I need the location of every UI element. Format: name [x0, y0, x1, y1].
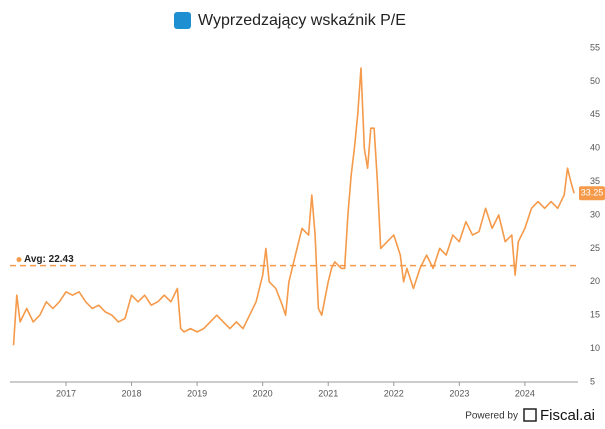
y-tick-label: 35	[590, 176, 600, 186]
chart-title: Wyprzedzający wskaźnik P/E	[198, 12, 406, 29]
line	[12, 67, 575, 346]
y-tick-label: 30	[590, 209, 600, 219]
x-tick-label: 2020	[253, 388, 273, 398]
x-tick-label: 2018	[122, 388, 142, 398]
last-value-label: 33.25	[581, 188, 604, 198]
y-tick-label: 10	[590, 343, 600, 353]
average-label: Avg: 22.43	[24, 254, 74, 265]
y-tick-label: 45	[590, 109, 600, 119]
value-badge	[579, 186, 605, 201]
average-dot	[16, 257, 22, 263]
y-tick-label: 5	[590, 376, 595, 386]
title-icon	[174, 12, 191, 29]
y-tick-label: 50	[590, 76, 600, 86]
x-tick-label: 2021	[318, 388, 338, 398]
y-tick-label: 20	[590, 276, 600, 286]
y-tick-label: 15	[590, 310, 600, 320]
x-tick-label: 2017	[56, 388, 76, 398]
x-tick-label: 2023	[449, 388, 469, 398]
y-tick-label: 40	[590, 143, 600, 153]
y-tick-label: 55	[590, 42, 600, 52]
y-tick-label: 25	[590, 243, 600, 253]
x-tick-label: 2019	[187, 388, 207, 398]
brand-icon	[523, 408, 537, 422]
x-tick-label: 2024	[515, 388, 535, 398]
x-tick-label: 2022	[384, 388, 404, 398]
powered-by: Powered by	[465, 411, 518, 422]
brand: Fiscal.ai	[540, 407, 595, 424]
